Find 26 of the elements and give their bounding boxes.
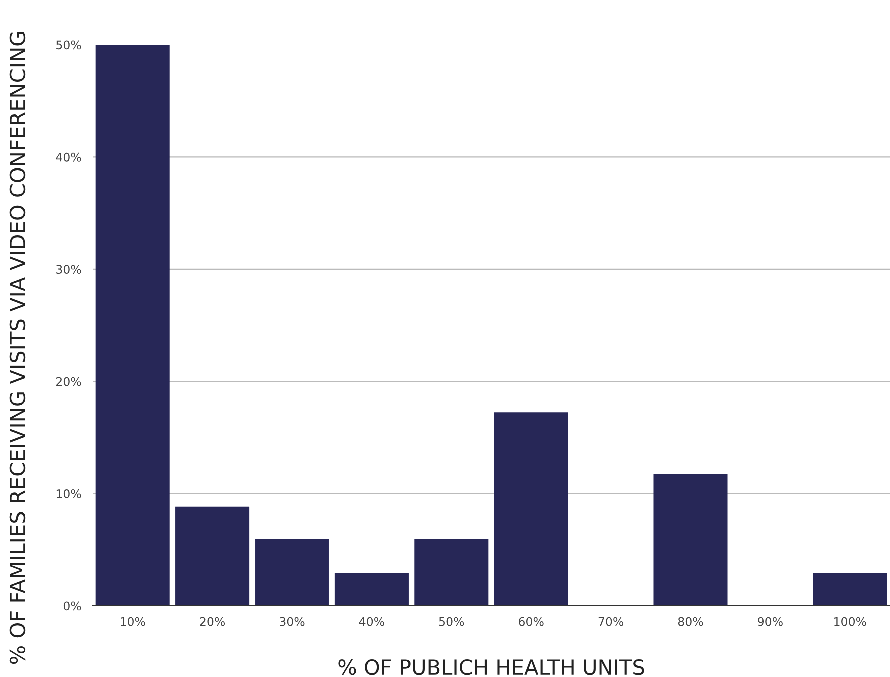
bar [414,539,489,606]
bar [494,412,568,606]
bar [334,573,409,606]
x-tick-label: 40% [359,617,384,626]
x-tick-label: 50% [439,617,464,626]
y-tick-label: 30% [56,265,82,274]
x-axis-title: % OF PUBLICH HEALTH UNITS [338,659,644,676]
y-tick-label: 0% [64,602,82,611]
y-tick-label: 10% [56,490,82,498]
x-tick-label: 90% [758,617,783,626]
x-tick-label: 20% [200,617,226,626]
y-axis-title: % OF FAMILIES RECEIVING VISITS VIA VIDEO CONFERENCING [10,32,26,664]
bar [96,45,170,606]
y-tick-label: 50% [56,40,82,50]
bar [813,573,888,606]
bar [176,506,250,606]
x-tick-label: 70% [598,617,624,626]
y-tick-label: 40% [56,152,82,162]
bar [255,539,330,606]
y-tick-label: 20% [56,377,82,386]
x-tick-label: 30% [280,617,305,626]
x-tick-label: 100% [834,617,866,626]
x-tick-label: 60% [519,617,544,626]
x-tick-label: 10% [121,617,146,626]
x-tick-label: 80% [678,617,704,626]
bar [654,474,728,606]
